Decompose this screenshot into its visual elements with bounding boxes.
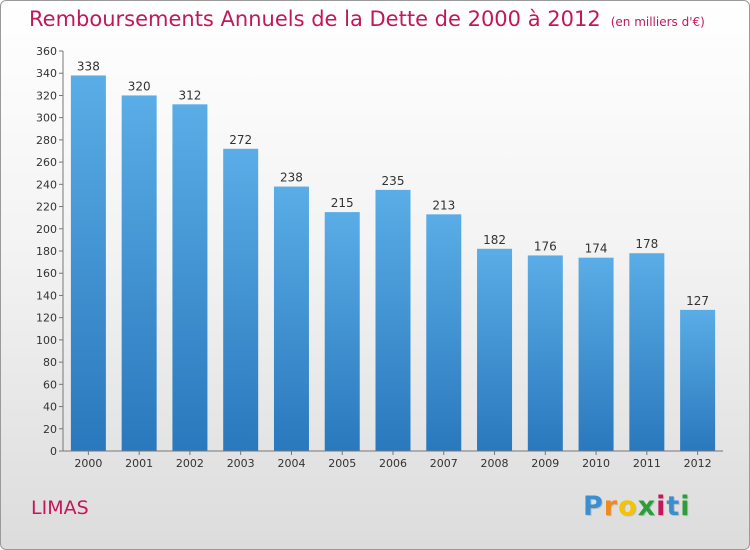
- logo-letter: i: [656, 491, 667, 522]
- chart-unit: (en milliers d'€): [610, 15, 705, 29]
- chart-title: Remboursements Annuels de la Dette de 20…: [29, 7, 705, 31]
- y-tick-label: 40: [43, 401, 57, 414]
- y-tick-label: 20: [43, 423, 57, 436]
- y-tick-label: 0: [50, 445, 57, 458]
- y-tick-label: 300: [36, 112, 57, 125]
- y-tick-label: 160: [36, 267, 57, 280]
- logo-letter: x: [637, 491, 657, 522]
- place-name: LIMAS: [31, 497, 89, 519]
- bar-value-label: 320: [128, 79, 151, 93]
- bar-2002: [172, 104, 208, 451]
- bar-2000: [70, 75, 106, 451]
- bar-2011: [629, 253, 665, 451]
- x-tick-label: 2002: [176, 457, 204, 470]
- bar-value-label: 272: [229, 133, 252, 147]
- bars: 338 320 312 272 238 215 235 213 182 176 174 178 127: [70, 59, 716, 452]
- bar-value-label: 176: [534, 239, 557, 253]
- bar-2009: [527, 255, 563, 451]
- y-tick-label: 360: [36, 45, 57, 58]
- bar-2005: [324, 212, 360, 451]
- bar-2012: [680, 309, 716, 451]
- bar-value-label: 127: [686, 294, 709, 308]
- y-tick-label: 320: [36, 89, 57, 102]
- y-tick-label: 260: [36, 156, 57, 169]
- bar-2010: [578, 257, 614, 451]
- x-axis: 2000 2001 2002 2003 2004 2005 2006 2007 2008 2009…: [63, 450, 723, 470]
- bar-value-label: 235: [382, 174, 405, 188]
- y-tick-label: 280: [36, 134, 57, 147]
- logo-letter: o: [618, 491, 638, 522]
- bar-value-label: 338: [77, 59, 100, 73]
- logo-letter: i: [680, 491, 691, 522]
- x-tick-label: 2008: [481, 457, 509, 470]
- x-tick-label: 2007: [430, 457, 458, 470]
- bar-value-label: 238: [280, 171, 303, 185]
- y-tick-label: 60: [43, 378, 57, 391]
- y-tick-label: 140: [36, 289, 57, 302]
- bar-value-label: 215: [331, 196, 354, 210]
- y-tick-label: 340: [36, 67, 57, 80]
- x-tick-label: 2010: [582, 457, 610, 470]
- y-tick-label: 120: [36, 312, 57, 325]
- y-tick-label: 220: [36, 201, 57, 214]
- bar-value-label: 312: [178, 88, 201, 102]
- y-axis: 0 20 40 60 80 100 120 140 160 180 200 220 240 260 280 3…: [36, 45, 64, 458]
- bar-value-label: 213: [432, 198, 455, 212]
- bar-2006: [375, 189, 411, 451]
- bar-2008: [477, 248, 513, 451]
- bar-value-label: 182: [483, 233, 506, 247]
- proxiti-logo: Proxiti: [583, 491, 691, 522]
- x-tick-label: 2006: [379, 457, 407, 470]
- bar-2004: [273, 186, 309, 452]
- x-tick-label: 2009: [531, 457, 559, 470]
- x-tick-label: 2003: [227, 457, 255, 470]
- x-tick-label: 2000: [74, 457, 102, 470]
- logo-letter: P: [583, 491, 604, 522]
- y-tick-label: 240: [36, 178, 57, 191]
- chart-title-text: Remboursements Annuels de la Dette de 20…: [29, 7, 601, 31]
- logo-letter: t: [666, 491, 681, 522]
- x-tick-label: 2001: [125, 457, 153, 470]
- x-tick-label: 2005: [328, 457, 356, 470]
- bar-value-label: 174: [585, 242, 608, 256]
- bar-2001: [121, 95, 157, 451]
- x-tick-label: 2012: [684, 457, 712, 470]
- bar-value-label: 178: [635, 237, 658, 251]
- x-tick-label: 2004: [277, 457, 305, 470]
- y-tick-label: 80: [43, 356, 57, 369]
- y-tick-label: 100: [36, 334, 57, 347]
- y-tick-label: 180: [36, 245, 57, 258]
- logo-letter: r: [603, 491, 619, 522]
- bar-2007: [426, 214, 462, 451]
- bar-2003: [223, 148, 259, 451]
- x-tick-label: 2011: [633, 457, 661, 470]
- y-tick-label: 200: [36, 223, 57, 236]
